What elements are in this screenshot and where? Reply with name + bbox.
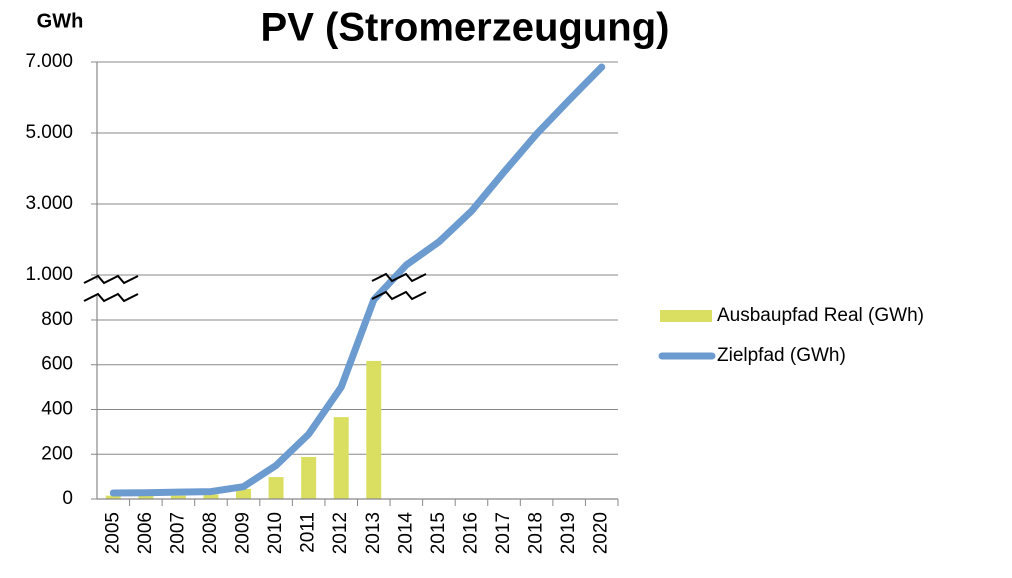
x-tick-label: 2016 <box>460 512 481 554</box>
y-tick-label: 1.000 <box>25 264 73 285</box>
y-tick-label: 200 <box>41 443 73 464</box>
x-tick-label: 2005 <box>102 512 123 554</box>
x-tick-label: 2020 <box>591 512 612 554</box>
y-tick-label: 600 <box>41 354 73 375</box>
bar <box>236 488 252 499</box>
y-tick-label: 800 <box>41 309 73 330</box>
x-tick-label: 2011 <box>298 512 319 553</box>
y-tick-label: 400 <box>41 399 73 420</box>
x-tick-label: 2006 <box>135 512 156 554</box>
legend: Ausbaupfad Real (GWh) Zielpfad (GWh) <box>658 305 924 366</box>
bar <box>170 495 186 499</box>
legend-label: Ausbaupfad Real (GWh) <box>717 305 924 326</box>
bar <box>301 456 317 499</box>
y-tick-label: 5.000 <box>25 122 73 143</box>
bar <box>105 495 121 499</box>
bar <box>366 360 382 499</box>
y-tick-label: 3.000 <box>25 193 73 214</box>
bar <box>203 494 219 499</box>
x-tick-label: 2015 <box>428 512 449 554</box>
bar <box>268 477 284 499</box>
break-squiggle <box>371 272 427 283</box>
legend-swatch <box>660 310 712 322</box>
x-tick-label: 2012 <box>330 512 351 554</box>
axis-break <box>83 274 139 303</box>
x-tick-label: 2007 <box>167 512 188 554</box>
bar <box>138 495 154 499</box>
x-tick-label: 2017 <box>493 512 514 554</box>
x-tick-label: 2014 <box>395 512 416 555</box>
break-squiggle <box>83 292 139 303</box>
x-tick-label: 2013 <box>363 512 384 554</box>
chart-title: PV (Stromerzeugung) <box>261 6 670 50</box>
y-tick-label: 7.000 <box>25 51 73 72</box>
line <box>109 63 606 497</box>
legend-label: Zielpfad (GWh) <box>717 345 846 366</box>
x-tick-label: 2018 <box>526 512 547 554</box>
x-tick-label: 2009 <box>233 512 254 554</box>
grid: 0 200 400 600 800 1.000 3.000 5.000 7.000 2005 200… <box>25 51 619 555</box>
marks <box>105 63 606 499</box>
x-tick-label: 2010 <box>265 512 286 554</box>
line-break <box>371 272 427 301</box>
y-tick-label: 0 <box>62 488 73 509</box>
break-gap <box>84 280 138 294</box>
break-squiggle <box>83 274 139 285</box>
x-tick-label: 2008 <box>200 512 221 554</box>
break-squiggle <box>371 290 427 301</box>
x-tick-label: 2019 <box>558 512 579 554</box>
bar <box>333 417 349 499</box>
y-axis-label: GWh <box>37 10 84 32</box>
